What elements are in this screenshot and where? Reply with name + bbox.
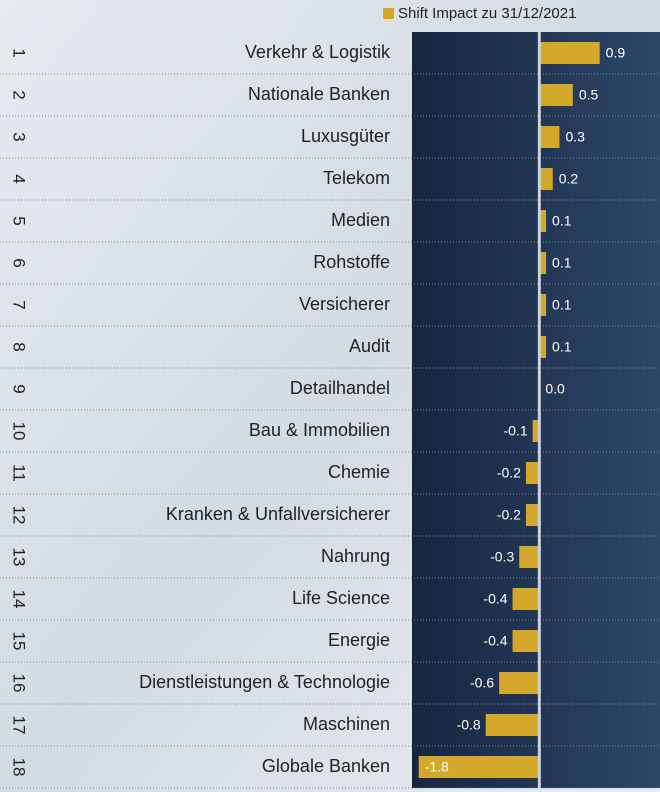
category-label: Dienstleistungen & Technologie — [139, 672, 390, 692]
category-label: Kranken & Unfallversicherer — [166, 504, 390, 524]
legend-swatch — [383, 8, 394, 19]
bar — [519, 546, 540, 568]
rank-label: 18 — [10, 758, 29, 777]
value-label: 0.0 — [545, 381, 565, 397]
bar — [525, 504, 540, 526]
category-label: Verkehr & Logistik — [245, 42, 391, 62]
rank-label: 9 — [10, 384, 29, 393]
value-label: 0.1 — [552, 339, 572, 355]
category-label: Nationale Banken — [248, 84, 390, 104]
bar — [539, 126, 560, 148]
value-label: -0.1 — [504, 423, 528, 439]
bar — [539, 252, 547, 274]
bar — [539, 336, 547, 358]
bar — [539, 210, 547, 232]
bar — [499, 672, 540, 694]
rank-label: 2 — [10, 90, 29, 99]
value-label: -0.8 — [457, 717, 481, 733]
bar — [539, 294, 547, 316]
category-label: Medien — [331, 210, 390, 230]
value-label: -0.6 — [470, 675, 494, 691]
rank-label: 1 — [10, 48, 29, 57]
category-label: Chemie — [328, 462, 390, 482]
legend-label: Shift Impact zu 31/12/2021 — [398, 5, 576, 22]
value-label: -0.4 — [483, 591, 507, 607]
value-label: 0.3 — [565, 129, 585, 145]
value-label: 0.2 — [559, 171, 579, 187]
category-label: Detailhandel — [290, 378, 390, 398]
rank-label: 10 — [10, 422, 29, 441]
category-label: Nahrung — [321, 546, 390, 566]
category-label: Rohstoffe — [313, 252, 390, 272]
value-label: -0.3 — [490, 549, 514, 565]
category-label: Versicherer — [299, 294, 390, 314]
value-label: 0.1 — [552, 255, 572, 271]
category-label: Bau & Immobilien — [249, 420, 390, 440]
value-label: -0.4 — [483, 633, 507, 649]
category-label: Energie — [328, 630, 390, 650]
category-label: Luxusgüter — [301, 126, 390, 146]
value-label: 0.1 — [552, 213, 572, 229]
rank-label: 4 — [10, 174, 29, 183]
category-label: Life Science — [292, 588, 390, 608]
rank-label: 13 — [10, 548, 29, 567]
rank-label: 5 — [10, 216, 29, 225]
bar — [539, 42, 600, 64]
category-label: Audit — [349, 336, 390, 356]
value-label: 0.9 — [606, 45, 626, 61]
rank-label: 15 — [10, 632, 29, 651]
bar — [485, 714, 540, 736]
rank-label: 14 — [10, 590, 29, 609]
bar — [539, 84, 573, 106]
rank-label: 7 — [10, 300, 29, 309]
rank-label: 11 — [10, 464, 29, 482]
category-label: Maschinen — [303, 714, 390, 734]
rank-label: 6 — [10, 258, 29, 267]
bar — [532, 420, 540, 442]
bar — [525, 462, 540, 484]
bar — [512, 630, 540, 652]
value-label: -1.8 — [425, 759, 449, 775]
bar — [418, 756, 540, 778]
rank-label: 3 — [10, 132, 29, 141]
value-label: 0.5 — [579, 87, 599, 103]
bar — [539, 168, 553, 190]
value-label: -0.2 — [497, 465, 521, 481]
rank-label: 12 — [10, 506, 29, 525]
category-label: Telekom — [323, 168, 390, 188]
value-label: 0.1 — [552, 297, 572, 313]
rank-label: 17 — [10, 716, 29, 735]
value-label: -0.2 — [497, 507, 521, 523]
rank-label: 8 — [10, 342, 29, 351]
category-label: Globale Banken — [262, 756, 390, 776]
rank-label: 16 — [10, 674, 29, 693]
bar — [512, 588, 540, 610]
